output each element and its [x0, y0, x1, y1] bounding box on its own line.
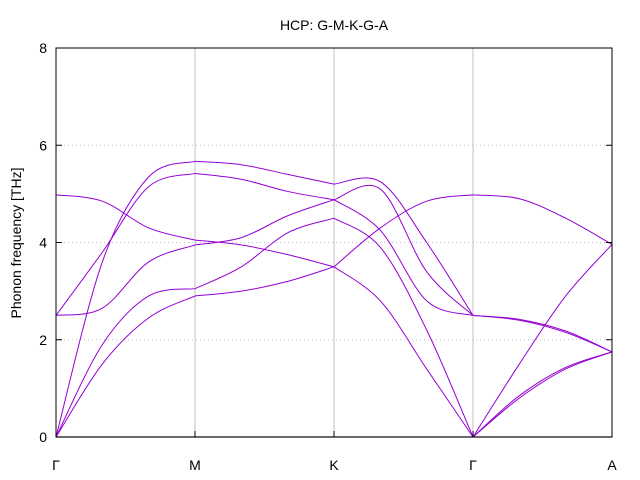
band-line	[194, 239, 335, 268]
axis-ticks: 0 2 4 6 8 Γ M K Γ A	[39, 40, 617, 473]
band-line	[472, 244, 613, 438]
y-tick-label: 2	[39, 332, 47, 348]
band-line	[55, 295, 196, 438]
band-line	[333, 177, 474, 316]
band-line	[55, 172, 196, 316]
x-tick-label: Γ	[469, 457, 477, 473]
band-line	[55, 288, 196, 438]
band-line	[194, 172, 335, 201]
band-line	[194, 160, 335, 185]
band-line	[472, 351, 613, 438]
band-line	[194, 217, 335, 290]
x-tick-label: M	[189, 457, 201, 473]
band-line	[472, 314, 613, 353]
band-line	[333, 194, 474, 268]
band-line	[333, 217, 474, 438]
phonon-bands	[55, 160, 613, 438]
y-tick-label: 8	[39, 40, 47, 56]
y-tick-label: 4	[39, 235, 47, 251]
band-line	[55, 194, 196, 241]
band-line	[55, 244, 196, 316]
x-tick-label: Γ	[52, 457, 60, 473]
y-tick-label: 0	[39, 429, 47, 445]
band-line	[472, 194, 613, 245]
band-line	[55, 160, 196, 438]
y-tick-label: 6	[39, 137, 47, 153]
band-line	[194, 199, 335, 246]
band-line	[194, 266, 335, 297]
grid	[56, 48, 612, 438]
y-axis-label: Phonon frequency [THz]	[8, 168, 24, 319]
band-line	[333, 266, 474, 438]
chart-title: HCP: G-M-K-G-A	[280, 17, 389, 33]
band-line	[472, 351, 613, 438]
x-tick-label: K	[329, 457, 339, 473]
band-line	[333, 184, 474, 316]
band-line	[333, 199, 474, 316]
x-tick-label: A	[607, 457, 617, 473]
band-line	[472, 314, 613, 353]
